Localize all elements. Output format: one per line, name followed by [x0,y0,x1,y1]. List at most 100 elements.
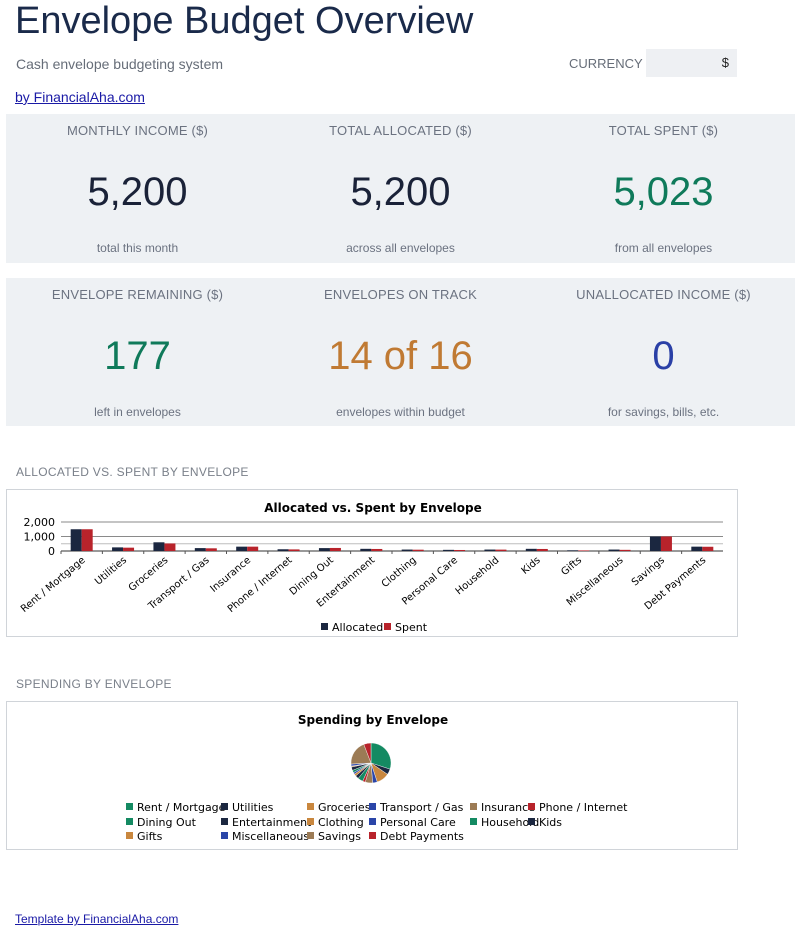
kpi-label: UNALLOCATED INCOME ($) [576,287,751,302]
legend-swatch [528,818,535,825]
kpi-envelope-remaining: ENVELOPE REMAINING ($) 177 left in envel… [6,278,269,426]
bar-allocated [691,546,703,551]
kpi-caption: from all envelopes [614,241,713,255]
chart-title: Spending by Envelope [298,713,448,727]
kpi-panel-bottom: ENVELOPE REMAINING ($) 177 left in envel… [6,278,795,426]
legend-swatch [221,832,228,839]
kpi-value: 5,200 [87,170,188,214]
bar-spent [329,547,341,551]
section-label-bar-chart: ALLOCATED VS. SPENT BY ENVELOPE [16,465,249,479]
kpi-label: TOTAL SPENT ($) [608,123,719,138]
bar-allocated [608,549,620,551]
kpi-label: ENVELOPE REMAINING ($) [51,287,224,302]
legend-label: Utilities [232,801,274,814]
legend-label: Allocated [332,621,383,634]
page-subtitle: Cash envelope budgeting system [16,56,224,72]
x-tick-label: Gifts [559,555,584,578]
pie-chart-container[interactable]: Spending by Envelope Rent / Mortgage Utili… [6,701,738,850]
bar-allocated [649,536,661,551]
bar-spent [702,546,714,551]
legend-swatch [126,803,133,810]
bar-spent [247,546,259,551]
kpi-envelopes-on-track: ENVELOPES ON TRACK 14 of 16 envelopes wi… [269,278,532,426]
kpi-label: MONTHLY INCOME ($) [66,123,209,138]
kpi-monthly-income: MONTHLY INCOME ($) 5,200 total this mont… [6,114,269,263]
bar-allocated [70,529,82,551]
y-tick-label: 2,000 [24,516,56,529]
bar-allocated [236,546,248,551]
footer-template-link[interactable]: Template by FinancialAha.com [15,912,179,926]
financialaha-link[interactable]: by FinancialAha.com [15,89,145,105]
x-tick-label: Savings [630,555,667,589]
kpi-caption: across all envelopes [346,241,455,255]
currency-input[interactable]: $ [646,49,737,77]
legend-swatch [221,803,228,810]
legend-swatch [369,832,376,839]
legend-swatch [528,803,535,810]
legend-label: Gifts [137,830,163,843]
legend-label: Household [481,816,539,829]
currency-label: CURRENCY [569,56,643,71]
bar-spent [371,548,383,551]
kpi-caption: for savings, bills, etc. [607,405,720,419]
legend-label: Miscellaneous [232,830,309,843]
bar-chart: Allocated vs. Spent by Envelope 2,000 1,00… [19,501,723,634]
legend-label: Debt Payments [380,830,464,843]
bar-allocated [360,548,372,551]
legend-label: Transport / Gas [379,801,464,814]
bar-spent [578,550,590,551]
bar-spent [454,549,466,551]
x-tick-label: Kids [520,555,543,577]
kpi-value: 5,200 [350,170,451,214]
x-tick-label: Household [454,555,502,597]
kpi-unallocated-income: UNALLOCATED INCOME ($) 0 for savings, bi… [532,278,795,426]
bar-allocated [484,549,496,551]
legend-label: Phone / Internet [539,801,628,814]
bar-spent [164,543,176,551]
x-tick-label: Clothing [380,555,419,590]
legend-label: Personal Care [380,816,456,829]
legend-swatch [126,832,133,839]
x-tick-label: Utilities [93,555,129,588]
y-tick-label: 0 [48,545,55,558]
bar-spent [412,549,424,551]
legend-swatch [470,803,477,810]
kpi-total-allocated: TOTAL ALLOCATED ($) 5,200 across all env… [269,114,532,263]
bar-spent [205,548,217,551]
bar-allocated [277,549,289,551]
chart-title: Allocated vs. Spent by Envelope [264,501,482,515]
bar-chart-container[interactable]: Allocated vs. Spent by Envelope 2,000 1,00… [6,489,738,637]
legend-swatch [384,623,391,630]
bar-allocated [443,549,455,551]
legend-label: Savings [318,830,361,843]
legend-label: Clothing [318,816,364,829]
legend-label: Insurance [481,801,535,814]
legend-swatch [369,818,376,825]
bar-spent [81,529,93,551]
legend-swatch [369,803,376,810]
legend-label: Entertainment [232,816,312,829]
x-tick-label: Rent / Mortgage [19,555,88,615]
legend-label: Groceries [318,801,371,814]
bar-allocated [567,550,579,551]
kpi-value: 0 [652,334,675,378]
bar-allocated [153,542,165,551]
kpi-label: TOTAL ALLOCATED ($) [329,123,472,138]
bar-spent [536,548,548,551]
pie-slice [370,742,392,770]
kpi-total-spent: TOTAL SPENT ($) 5,023 from all envelopes [532,114,795,263]
bar-allocated [318,548,330,551]
pie-chart: Spending by Envelope Rent / Mortgage Utili… [126,713,628,843]
legend-label: Dining Out [137,816,197,829]
kpi-label: ENVELOPES ON TRACK [324,287,477,302]
kpi-value: 5,023 [613,170,714,214]
pie-slice [363,742,372,764]
bar-spent [123,547,135,551]
legend-swatch [307,832,314,839]
legend-swatch [307,818,314,825]
kpi-caption: total this month [96,241,179,255]
legend-swatch [126,818,133,825]
legend-swatch [221,818,228,825]
bar-allocated [112,547,124,551]
kpi-value: 177 [104,334,171,378]
